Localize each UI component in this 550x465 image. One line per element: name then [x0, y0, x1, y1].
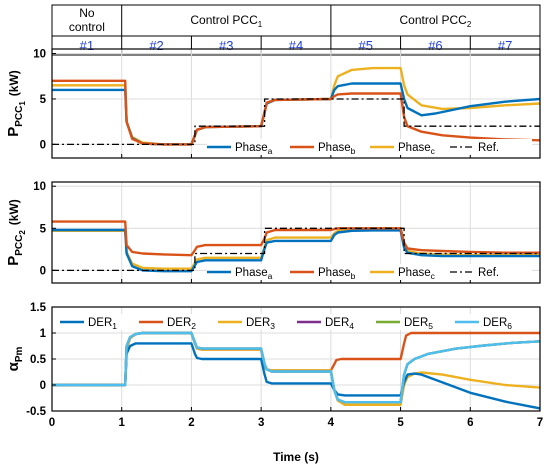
y-tick-label: -0.5	[26, 406, 46, 418]
segment-label: #3	[219, 38, 233, 53]
y-axis-label: PPCC1(kW)	[5, 70, 27, 137]
legend-label-der6: DER6	[483, 317, 512, 331]
legend-label-der3: DER3	[246, 317, 275, 331]
legend: Phasea Phaseb Phasec Ref.	[207, 264, 532, 281]
y-tick-label: 5	[40, 223, 47, 235]
x-tick-label: 3	[258, 417, 264, 429]
legend: Phasea Phaseb Phasec Ref.	[207, 139, 532, 156]
x-tick-label: 7	[537, 417, 543, 429]
legend-label-phase_b: Phaseb	[318, 267, 356, 281]
segment-label: #7	[498, 38, 512, 53]
y-tick-label: 0	[40, 265, 46, 277]
panel-p2: 0 5 10 PPCC2(kW) Phasea Phaseb Phasec Ref.	[5, 181, 541, 284]
y-tick-label: 1.5	[30, 302, 47, 314]
header-group-label-1b: control	[69, 20, 105, 34]
legend-label-phase_c: Phasec	[398, 267, 436, 281]
segment-label: #5	[358, 38, 372, 53]
legend: DER1 DER2 DER3 DER4 DER5 DER6	[60, 314, 534, 331]
series-group	[52, 331, 540, 410]
y-tick-label: 5	[40, 94, 47, 106]
series-group	[52, 220, 540, 273]
x-tick-label: 4	[328, 417, 335, 429]
plot-frame	[51, 48, 541, 159]
segment-label: #6	[428, 38, 442, 53]
series-line-phase_b	[52, 220, 540, 257]
y-axis-label: αPm	[5, 346, 25, 371]
y-tick-label: 10	[33, 181, 46, 193]
series-line-ref	[52, 227, 540, 272]
control-header: No control Control PCC1 Control PCC2 #1 #…	[51, 4, 541, 56]
segment-label: #1	[80, 38, 94, 53]
series-line-der6	[52, 331, 540, 404]
header-group-label-3: Control PCC2	[399, 13, 471, 29]
x-tick-label: 5	[397, 417, 404, 429]
series-group	[52, 66, 540, 146]
legend-label-ref: Ref.	[478, 142, 499, 154]
y-tick-label: 0	[40, 139, 46, 151]
legend-background	[207, 139, 532, 155]
x-axis-label: Time (s)	[273, 450, 319, 464]
legend-label-phase_a: Phasea	[235, 142, 273, 156]
x-tick-label: 2	[188, 417, 194, 429]
y-tick-label: 0.5	[30, 354, 47, 366]
y-axis-label: PPCC2(kW)	[5, 199, 27, 266]
series-line-phase_b	[52, 79, 540, 146]
segment-label: #4	[289, 38, 303, 53]
legend-label-der5: DER5	[404, 317, 433, 331]
y-tick-label: 1	[40, 328, 47, 340]
legend-label-phase_a: Phasea	[235, 267, 273, 281]
legend-label-ref: Ref.	[478, 267, 499, 279]
y-tick-label: 10	[33, 49, 46, 61]
legend-label-phase_b: Phaseb	[318, 142, 356, 156]
y-tick-label: 0	[40, 380, 46, 392]
x-tick-label: 1	[119, 417, 126, 429]
header-group-label-2: Control PCC1	[190, 13, 262, 29]
plot-frame	[51, 181, 541, 284]
legend-label-der4: DER4	[325, 317, 354, 331]
legend-label-phase_c: Phasec	[398, 142, 436, 156]
series-line-phase_c	[52, 227, 540, 270]
header-group-label-1a: No	[79, 6, 95, 20]
series-line-der1	[52, 342, 540, 410]
panel-p1: 0 5 10 PPCC1(kW) Phasea Phaseb Phasec Ref.	[5, 48, 541, 159]
x-tick-label: 0	[49, 417, 55, 429]
x-tick-label: 6	[467, 417, 473, 429]
legend-background	[207, 264, 532, 280]
segment-label: #2	[149, 38, 163, 53]
header-frame	[51, 4, 541, 56]
segment-labels: #1 #2 #3 #4 #5 #6 #7	[80, 36, 512, 55]
legend-label-der1: DER1	[88, 317, 117, 331]
series-line-ref	[52, 98, 540, 146]
series-line-phase_a	[52, 228, 540, 273]
legend-label-der2: DER2	[167, 317, 196, 331]
